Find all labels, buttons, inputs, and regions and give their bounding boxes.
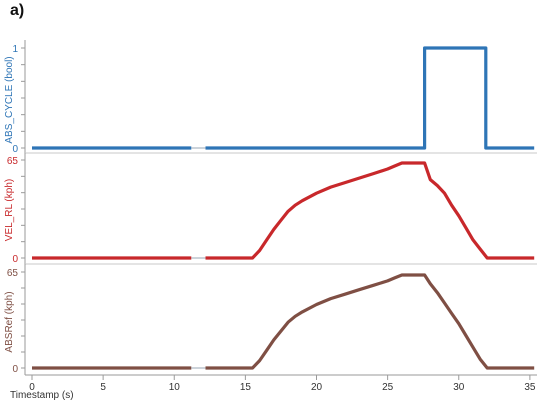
y-axis-label: ABS_CYCLE (bool) (4, 56, 15, 143)
subplot-2: 0 65 VEL_RL (kph) (4, 153, 537, 265)
y-tick-label: 65 (7, 268, 19, 279)
subplot-3: 0 65 ABSRef (kph) (4, 264, 535, 375)
series-line (205, 161, 535, 260)
y-tick-label: 0 (12, 254, 18, 265)
x-tick-label: 35 (524, 382, 536, 393)
x-tick-label: 15 (240, 382, 252, 393)
x-tick-label: 20 (311, 382, 323, 393)
panel-label: a) (10, 2, 25, 19)
series-line (205, 273, 535, 370)
y-tick-label: 1 (12, 44, 18, 55)
y-tick-label: 0 (12, 144, 18, 155)
x-tick-label: 5 (100, 382, 106, 393)
y-tick-label: 0 (12, 364, 18, 375)
x-tick-label: 10 (169, 382, 181, 393)
y-tick-label: 65 (7, 156, 19, 167)
x-axis-label: Timestamp (s) (10, 390, 74, 401)
y-axis-label: ABSRef (kph) (4, 291, 15, 352)
x-tick-label: 30 (453, 382, 465, 393)
x-tick-label: 0 (29, 382, 35, 393)
series-line (205, 46, 535, 150)
x-tick-label: 25 (382, 382, 394, 393)
y-axis-label: VEL_RL (kph) (4, 179, 15, 241)
